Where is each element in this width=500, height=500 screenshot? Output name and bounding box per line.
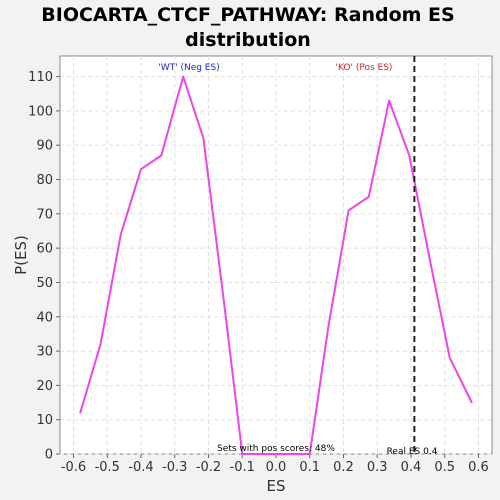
y-tick-label: 20	[36, 379, 53, 394]
y-tick-label: 0	[45, 448, 53, 463]
data-point	[140, 168, 142, 171]
pos-es-label: 'KO' (Pos ES)	[336, 63, 393, 73]
y-tick-label: 60	[36, 242, 53, 257]
data-point	[388, 99, 390, 102]
data-point	[222, 298, 225, 301]
x-tick-label: 0.3	[367, 460, 388, 475]
grid-lines	[60, 56, 492, 455]
data-point	[470, 401, 473, 404]
y-tick-label: 90	[36, 139, 53, 154]
data-point	[308, 453, 311, 455]
x-ticks: -0.6 -0.5 -0.4 -0.3 -0.2 -0.1 0.0 0.1 0.2 0.3 0.4 0…	[61, 454, 489, 475]
chart-title-line2: distribution	[185, 29, 311, 51]
x-tick-label: -0.5	[95, 460, 120, 475]
real-es-label: Real ES 0.4	[387, 447, 438, 457]
y-ticks: 0 10 20 30 40 50 60 70 80 90 100 110	[28, 70, 60, 463]
data-point	[79, 412, 82, 414]
y-tick-label: 80	[36, 173, 53, 188]
data-point	[241, 453, 244, 455]
x-tick-label: 0.4	[401, 460, 422, 475]
x-axis-label: ES	[267, 477, 286, 495]
x-tick-label: -0.3	[162, 460, 187, 475]
y-tick-label: 40	[36, 310, 53, 325]
data-point	[99, 343, 102, 346]
y-tick-label: 30	[36, 345, 53, 360]
y-axis-label: P(ES)	[12, 235, 30, 275]
y-tick-label: 70	[36, 207, 53, 222]
x-tick-label: 0.2	[333, 460, 354, 475]
data-point	[408, 154, 411, 157]
y-tick-label: 10	[36, 413, 53, 428]
chart-title-line1: BIOCARTA_CTCF_PATHWAY: Random ES	[41, 4, 454, 26]
x-tick-label: -0.6	[61, 460, 86, 475]
y-tick-label: 50	[36, 276, 53, 291]
x-tick-label: -0.2	[196, 460, 221, 475]
x-tick-label: 0.5	[434, 460, 455, 475]
data-point	[347, 209, 350, 212]
data-point	[428, 257, 431, 260]
data-point	[119, 233, 122, 236]
x-tick-label: -0.1	[230, 460, 255, 475]
data-point	[327, 326, 330, 328]
y-tick-label: 110	[28, 70, 53, 85]
x-tick-label: 0.0	[266, 460, 287, 475]
data-point	[449, 357, 451, 359]
data-point	[202, 137, 205, 140]
pos-scores-label: Sets with pos scores: 48%	[217, 444, 335, 454]
y-tick-label: 100	[28, 104, 53, 119]
x-tick-label: -0.4	[128, 460, 153, 475]
data-point	[182, 75, 184, 78]
es-distribution-line	[79, 75, 473, 455]
data-point	[160, 154, 163, 157]
neg-es-label: 'WT' (Neg ES)	[158, 63, 219, 73]
x-tick-label: 0.1	[299, 460, 320, 475]
data-point	[368, 195, 370, 198]
x-tick-label: 0.6	[468, 460, 489, 475]
series-group	[79, 75, 473, 455]
